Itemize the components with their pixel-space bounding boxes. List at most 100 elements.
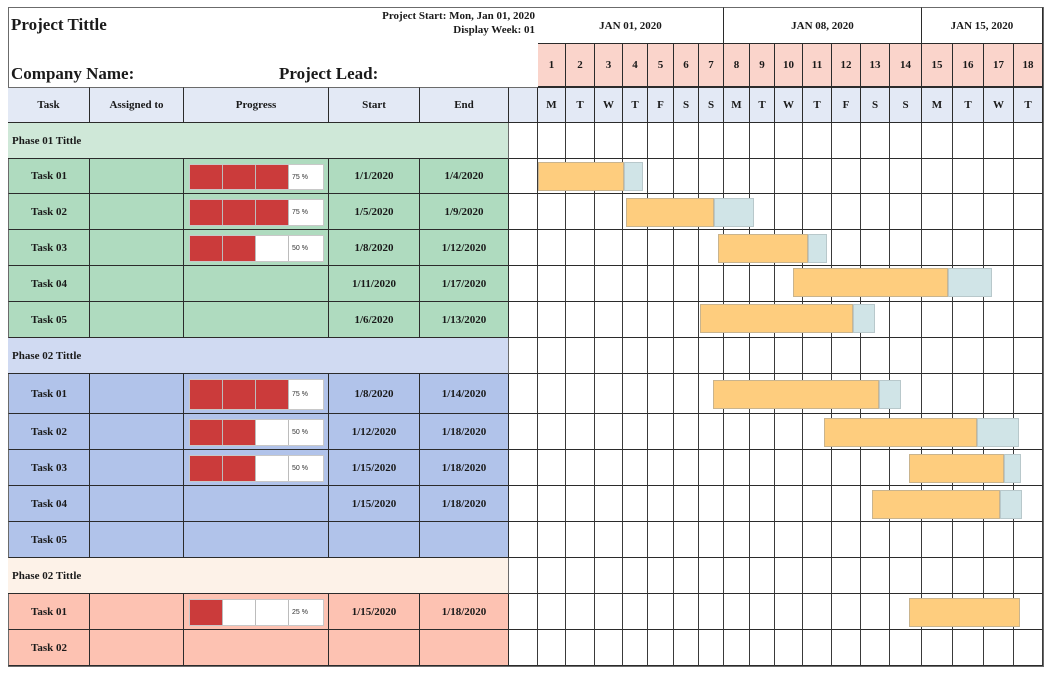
- gantt-bar-completed[interactable]: [700, 304, 853, 333]
- gantt-cell[interactable]: [648, 230, 674, 266]
- gantt-cell[interactable]: [775, 450, 803, 486]
- gantt-cell[interactable]: [595, 486, 623, 522]
- gantt-cell[interactable]: [538, 630, 566, 666]
- start-date[interactable]: 1/15/2020: [329, 594, 420, 630]
- gantt-cell[interactable]: [674, 374, 699, 414]
- gantt-cell[interactable]: [953, 230, 984, 266]
- gantt-cell[interactable]: [674, 630, 699, 666]
- gantt-cell[interactable]: [595, 338, 623, 374]
- gantt-cell[interactable]: [538, 194, 566, 230]
- gantt-cell[interactable]: [775, 558, 803, 594]
- gantt-cell[interactable]: [775, 123, 803, 159]
- gantt-cell[interactable]: [775, 194, 803, 230]
- gantt-cell[interactable]: [674, 414, 699, 450]
- gantt-cell[interactable]: [922, 338, 953, 374]
- gantt-cell[interactable]: [724, 338, 750, 374]
- gantt-cell[interactable]: [922, 159, 953, 194]
- start-date[interactable]: 1/8/2020: [329, 374, 420, 414]
- gantt-cell[interactable]: [861, 522, 890, 558]
- gantt-bar-completed[interactable]: [824, 418, 977, 447]
- start-date[interactable]: 1/11/2020: [329, 266, 420, 302]
- gantt-bar-completed[interactable]: [713, 380, 879, 409]
- gantt-cell[interactable]: [775, 338, 803, 374]
- gantt-cell[interactable]: [648, 414, 674, 450]
- gantt-cell[interactable]: [861, 594, 890, 630]
- gantt-cell[interactable]: [984, 159, 1014, 194]
- gantt-cell[interactable]: [750, 594, 775, 630]
- gantt-bar-completed[interactable]: [872, 490, 1000, 519]
- gantt-cell[interactable]: [566, 630, 595, 666]
- gantt-cell[interactable]: [750, 486, 775, 522]
- gantt-cell[interactable]: [832, 594, 861, 630]
- gantt-cell[interactable]: [832, 486, 861, 522]
- gantt-cell[interactable]: [699, 123, 724, 159]
- gantt-cell[interactable]: [953, 159, 984, 194]
- gantt-cell[interactable]: [538, 266, 566, 302]
- phase-header[interactable]: Phase 02 Tittle: [8, 558, 509, 594]
- gantt-cell[interactable]: [595, 266, 623, 302]
- gantt-bar-remaining[interactable]: [624, 162, 643, 191]
- progress-cell[interactable]: [184, 630, 329, 666]
- start-date[interactable]: 1/15/2020: [329, 486, 420, 522]
- gantt-cell[interactable]: [595, 194, 623, 230]
- end-date[interactable]: 1/18/2020: [420, 414, 509, 450]
- gantt-cell[interactable]: [984, 194, 1014, 230]
- gantt-bar-remaining[interactable]: [853, 304, 875, 333]
- gantt-cell[interactable]: [984, 230, 1014, 266]
- gantt-cell[interactable]: [775, 486, 803, 522]
- gantt-cell[interactable]: [648, 338, 674, 374]
- assigned-to[interactable]: [90, 374, 184, 414]
- gantt-cell[interactable]: [538, 123, 566, 159]
- gantt-cell[interactable]: [538, 338, 566, 374]
- start-date[interactable]: 1/5/2020: [329, 194, 420, 230]
- gantt-cell[interactable]: [1014, 230, 1043, 266]
- gantt-cell[interactable]: [1014, 338, 1043, 374]
- phase-header[interactable]: Phase 02 Tittle: [8, 338, 509, 374]
- gantt-cell[interactable]: [623, 414, 648, 450]
- gantt-cell[interactable]: [566, 486, 595, 522]
- project-start[interactable]: Project Start: Mon, Jan 01, 2020: [382, 10, 535, 22]
- gantt-bar-completed[interactable]: [793, 268, 948, 297]
- gantt-cell[interactable]: [861, 194, 890, 230]
- assigned-to[interactable]: [90, 486, 184, 522]
- gantt-cell[interactable]: [832, 522, 861, 558]
- progress-cell[interactable]: [184, 302, 329, 338]
- gantt-cell[interactable]: [623, 630, 648, 666]
- task-name[interactable]: Task 04: [8, 486, 90, 522]
- gantt-cell[interactable]: [699, 486, 724, 522]
- end-date[interactable]: [420, 630, 509, 666]
- gantt-cell[interactable]: [832, 338, 861, 374]
- task-name[interactable]: Task 04: [8, 266, 90, 302]
- gantt-cell[interactable]: [595, 414, 623, 450]
- gantt-bar-remaining[interactable]: [1004, 454, 1021, 483]
- assigned-to[interactable]: [90, 450, 184, 486]
- gantt-cell[interactable]: [566, 194, 595, 230]
- gantt-cell[interactable]: [984, 302, 1014, 338]
- gantt-cell[interactable]: [648, 450, 674, 486]
- gantt-cell[interactable]: [803, 594, 832, 630]
- gantt-cell[interactable]: [803, 159, 832, 194]
- start-date[interactable]: 1/8/2020: [329, 230, 420, 266]
- gantt-cell[interactable]: [1014, 123, 1043, 159]
- gantt-cell[interactable]: [674, 230, 699, 266]
- gantt-cell[interactable]: [984, 123, 1014, 159]
- gantt-cell[interactable]: [674, 594, 699, 630]
- gantt-cell[interactable]: [922, 230, 953, 266]
- gantt-cell[interactable]: [775, 414, 803, 450]
- gantt-cell[interactable]: [595, 594, 623, 630]
- gantt-cell[interactable]: [984, 630, 1014, 666]
- gantt-cell[interactable]: [648, 594, 674, 630]
- gantt-cell[interactable]: [648, 374, 674, 414]
- gantt-cell[interactable]: [984, 522, 1014, 558]
- end-date[interactable]: 1/13/2020: [420, 302, 509, 338]
- gantt-cell[interactable]: [648, 630, 674, 666]
- gantt-cell[interactable]: [538, 230, 566, 266]
- gantt-cell[interactable]: [1014, 159, 1043, 194]
- gantt-cell[interactable]: [538, 302, 566, 338]
- task-name[interactable]: Task 01: [8, 374, 90, 414]
- gantt-cell[interactable]: [699, 450, 724, 486]
- gantt-cell[interactable]: [803, 194, 832, 230]
- gantt-cell[interactable]: [674, 302, 699, 338]
- gantt-cell[interactable]: [648, 123, 674, 159]
- assigned-to[interactable]: [90, 630, 184, 666]
